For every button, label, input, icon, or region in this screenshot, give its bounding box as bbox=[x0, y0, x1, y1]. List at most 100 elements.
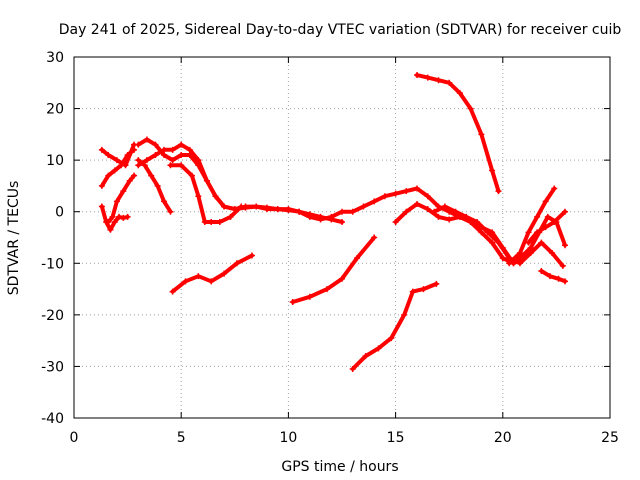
data-point bbox=[161, 146, 168, 153]
data-point bbox=[424, 193, 431, 200]
data-point bbox=[98, 146, 105, 153]
data-point bbox=[306, 293, 313, 300]
data-point bbox=[538, 239, 545, 246]
data-point bbox=[525, 229, 532, 236]
data-point bbox=[248, 252, 255, 259]
data-point bbox=[238, 203, 245, 210]
data-point bbox=[221, 270, 228, 277]
data-point bbox=[403, 188, 410, 195]
data-point bbox=[546, 273, 553, 280]
data-point bbox=[414, 200, 421, 207]
data-point bbox=[135, 162, 142, 169]
data-point bbox=[107, 226, 114, 233]
data-point bbox=[124, 151, 131, 158]
data-point bbox=[516, 249, 523, 256]
data-point bbox=[551, 219, 558, 226]
data-point bbox=[113, 157, 120, 164]
series-arc15 bbox=[506, 185, 558, 267]
data-point bbox=[349, 208, 356, 215]
data-point bbox=[424, 206, 431, 213]
data-point bbox=[354, 255, 361, 262]
data-point bbox=[561, 208, 568, 215]
data-point bbox=[414, 185, 421, 192]
data-point bbox=[534, 213, 541, 220]
data-point bbox=[152, 151, 159, 158]
y-tick-label: 10 bbox=[46, 153, 64, 169]
data-point bbox=[388, 335, 395, 342]
series-arc18 bbox=[538, 268, 568, 285]
data-point bbox=[105, 151, 112, 158]
data-point bbox=[131, 172, 138, 179]
data-point bbox=[169, 288, 176, 295]
data-point bbox=[559, 262, 566, 269]
data-point bbox=[135, 141, 142, 148]
data-point bbox=[414, 72, 421, 79]
data-point bbox=[116, 213, 123, 220]
data-point bbox=[456, 90, 463, 97]
series-arc10 bbox=[289, 234, 378, 305]
plot-frame bbox=[73, 56, 611, 419]
data-point bbox=[131, 146, 138, 153]
x-tick-label: 25 bbox=[601, 430, 619, 446]
data-point bbox=[208, 219, 215, 226]
series-arc4 bbox=[105, 172, 138, 226]
data-point bbox=[195, 273, 202, 280]
data-point bbox=[296, 208, 303, 215]
data-point bbox=[499, 255, 506, 262]
data-point bbox=[105, 219, 112, 226]
data-point bbox=[126, 177, 133, 184]
data-point bbox=[212, 193, 219, 200]
y-tick-label: -40 bbox=[41, 411, 64, 427]
data-point bbox=[98, 182, 105, 189]
data-point bbox=[263, 206, 270, 213]
data-point bbox=[98, 203, 105, 210]
data-point bbox=[274, 206, 281, 213]
x-tick-label: 15 bbox=[387, 430, 405, 446]
series-line bbox=[99, 147, 136, 188]
series-arc13 bbox=[414, 72, 502, 195]
data-point bbox=[188, 172, 195, 179]
data-point bbox=[544, 213, 551, 220]
data-point bbox=[403, 208, 410, 215]
data-point bbox=[339, 208, 345, 215]
data-point bbox=[495, 239, 502, 246]
data-point bbox=[516, 255, 523, 262]
data-point bbox=[120, 214, 127, 221]
x-axis-label: GPS time / hours bbox=[281, 459, 398, 475]
data-point bbox=[178, 162, 185, 169]
data-point bbox=[463, 213, 470, 220]
data-point bbox=[371, 198, 378, 205]
data-point bbox=[349, 366, 356, 373]
data-point bbox=[542, 224, 549, 231]
data-point bbox=[118, 162, 125, 169]
data-point bbox=[328, 213, 335, 220]
data-point bbox=[216, 219, 223, 226]
data-point bbox=[195, 193, 202, 200]
data-point bbox=[253, 203, 260, 210]
data-point bbox=[167, 208, 174, 215]
y-tick-label: -10 bbox=[41, 256, 64, 272]
data-point bbox=[317, 216, 324, 223]
series-line bbox=[136, 158, 173, 214]
data-point bbox=[221, 203, 228, 210]
data-point bbox=[542, 198, 549, 205]
data-point bbox=[549, 249, 556, 256]
data-point bbox=[525, 239, 532, 246]
data-point bbox=[435, 77, 442, 84]
data-point bbox=[467, 105, 474, 112]
data-point bbox=[534, 229, 541, 236]
data-point bbox=[431, 208, 438, 215]
series-line bbox=[290, 235, 377, 304]
data-point bbox=[392, 219, 399, 226]
data-point bbox=[161, 151, 168, 158]
data-point bbox=[285, 207, 292, 214]
y-tick-label: 20 bbox=[46, 102, 64, 118]
series-line bbox=[518, 214, 567, 261]
data-point bbox=[478, 229, 485, 236]
data-point bbox=[474, 219, 481, 226]
data-point bbox=[208, 278, 215, 285]
data-point bbox=[452, 208, 459, 215]
data-series bbox=[98, 72, 568, 373]
